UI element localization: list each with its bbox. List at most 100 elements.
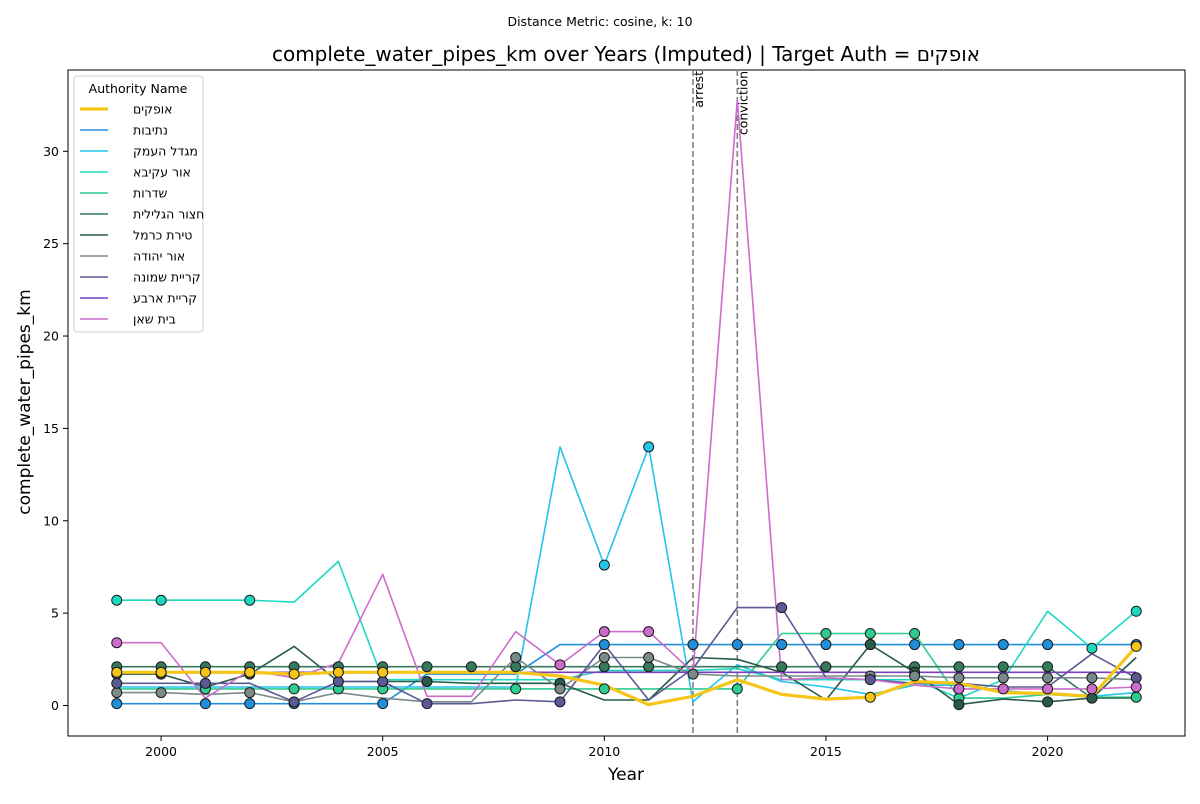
data-point-series-4	[288, 683, 300, 695]
data-point-series-10	[1086, 683, 1098, 695]
y-tick-label: 30	[43, 144, 59, 159]
data-point-series-7	[111, 687, 123, 699]
x-tick-label: 2015	[810, 744, 842, 759]
series-line-6	[116, 643, 1137, 706]
legend-label-2: מגדל העמק	[133, 144, 198, 159]
legend-items: אופקים נתיבות מגדל העמק אור עקיבא שדרות חצור …	[80, 102, 204, 327]
data-point-series-10	[111, 637, 123, 649]
data-point-series-1	[111, 698, 123, 710]
y-ticks: 0 5 10 15 20 25 30	[43, 144, 68, 713]
series-line-5	[116, 665, 1137, 699]
data-point-series-0	[199, 666, 211, 678]
x-ticks: 2000 2005 2010 2015 2020	[145, 736, 1064, 759]
data-point-series-2	[643, 441, 655, 453]
x-tick-label: 2000	[145, 744, 177, 759]
data-point-series-2	[598, 559, 610, 571]
data-point-series-8	[776, 602, 788, 614]
series-line-7	[116, 656, 1137, 703]
data-point-series-8	[377, 676, 389, 688]
data-point-series-4	[598, 683, 610, 695]
data-point-series-7	[598, 651, 610, 663]
data-point-series-7	[244, 687, 256, 699]
data-point-series-1	[731, 639, 743, 651]
data-point-series-0	[155, 666, 167, 678]
x-tick-label: 2005	[367, 744, 399, 759]
y-tick-label: 5	[51, 606, 59, 621]
data-point-series-6	[953, 699, 965, 711]
series-line-0	[116, 645, 1138, 707]
plot-area	[67, 69, 1186, 737]
data-point-series-10	[997, 683, 1009, 695]
data-point-series-8	[111, 677, 123, 689]
series-line-10	[116, 98, 1137, 699]
data-point-series-4	[510, 683, 522, 695]
data-point-series-5	[421, 661, 433, 673]
chart-suptitle: Distance Metric: cosine, k: 10	[507, 14, 692, 29]
data-point-series-8	[332, 676, 344, 688]
legend-title: Authority Name	[89, 81, 188, 96]
data-point-series-1	[997, 639, 1009, 651]
data-point-series-1	[199, 698, 211, 710]
data-point-series-0	[1130, 640, 1142, 652]
data-point-series-0	[864, 691, 876, 703]
y-tick-label: 20	[43, 329, 59, 344]
data-point-series-7	[1086, 672, 1098, 684]
data-point-series-1	[909, 639, 921, 651]
data-point-series-0	[244, 666, 256, 678]
data-point-series-4	[909, 627, 921, 639]
data-point-series-7	[687, 668, 699, 680]
y-tick-label: 15	[43, 421, 59, 436]
data-point-series-1	[244, 698, 256, 710]
series-line-1	[116, 643, 1137, 705]
series-line-2	[116, 446, 1137, 703]
data-point-series-10	[1130, 681, 1142, 693]
data-point-series-10	[643, 626, 655, 638]
data-point-series-1	[776, 639, 788, 651]
data-point-series-7	[1042, 672, 1054, 684]
legend-label-7: אור יהודה	[133, 249, 185, 264]
data-point-series-0	[332, 666, 344, 678]
data-point-series-5	[598, 661, 610, 673]
data-point-series-6	[864, 639, 876, 651]
legend-label-9: קריית ארבע	[133, 291, 197, 306]
data-point-series-7	[909, 670, 921, 682]
data-point-series-5	[510, 661, 522, 673]
series-layer	[111, 98, 1142, 711]
x-axis-label: Year	[607, 765, 644, 785]
legend-label-8: קריית שמונה	[133, 270, 201, 285]
x-tick-label: 2020	[1032, 744, 1064, 759]
data-point-series-7	[510, 651, 522, 663]
data-point-series-0	[288, 668, 300, 680]
data-point-series-1	[377, 698, 389, 710]
y-tick-label: 0	[51, 698, 59, 713]
data-point-series-5	[820, 661, 832, 673]
event-label-arrest: arrest	[691, 71, 706, 108]
series-line-3	[116, 560, 1137, 699]
legend-label-4: שדרות	[133, 186, 168, 201]
legend-label-6: טירת כרמל	[133, 228, 192, 243]
series-line-4	[116, 632, 1137, 699]
data-point-series-1	[820, 639, 832, 651]
data-point-series-8	[288, 696, 300, 708]
event-lines: arrest conviction	[691, 70, 750, 736]
y-tick-label: 10	[43, 513, 59, 528]
data-point-series-8	[1130, 672, 1142, 684]
data-point-series-4	[864, 627, 876, 639]
data-point-series-5	[465, 661, 477, 673]
legend-label-1: נתיבות	[133, 123, 168, 138]
y-tick-label: 25	[43, 236, 59, 251]
data-point-series-1	[598, 639, 610, 651]
data-point-series-0	[377, 666, 389, 678]
data-point-series-0	[111, 666, 123, 678]
data-point-series-5	[953, 661, 965, 673]
x-tick-label: 2010	[588, 744, 620, 759]
legend-label-0: אופקים	[133, 102, 173, 117]
data-point-series-1	[953, 639, 965, 651]
legend: Authority Name אופקים נתיבות מגדל העמק אור …	[73, 75, 204, 333]
data-point-series-7	[155, 687, 167, 699]
data-point-series-3	[111, 594, 123, 606]
data-point-series-1	[687, 639, 699, 651]
legend-label-3: אור עקיבא	[133, 165, 191, 180]
data-point-series-4	[820, 627, 832, 639]
